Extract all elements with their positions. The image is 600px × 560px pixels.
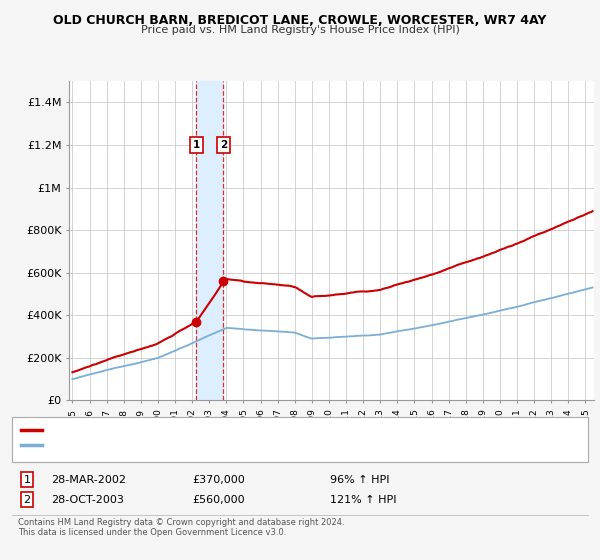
Text: 2: 2 xyxy=(220,140,227,150)
Text: 121% ↑ HPI: 121% ↑ HPI xyxy=(330,494,397,505)
Text: £560,000: £560,000 xyxy=(192,494,245,505)
Bar xyxy=(196,81,223,400)
Text: 1: 1 xyxy=(193,140,200,150)
Text: 2: 2 xyxy=(23,494,31,505)
Text: OLD CHURCH BARN, BREDICOT LANE, CROWLE, WORCESTER, WR7 4AY: OLD CHURCH BARN, BREDICOT LANE, CROWLE, … xyxy=(53,14,547,27)
Text: 1: 1 xyxy=(23,475,31,485)
Text: £370,000: £370,000 xyxy=(192,475,245,485)
Text: 96% ↑ HPI: 96% ↑ HPI xyxy=(330,475,389,485)
Text: Price paid vs. HM Land Registry's House Price Index (HPI): Price paid vs. HM Land Registry's House … xyxy=(140,25,460,35)
Text: HPI: Average price, detached house, Wychavon: HPI: Average price, detached house, Wych… xyxy=(45,441,271,450)
Text: OLD CHURCH BARN, BREDICOT LANE, CROWLE, WORCESTER, WR7 4AY (detached house): OLD CHURCH BARN, BREDICOT LANE, CROWLE, … xyxy=(45,425,468,434)
Text: 28-OCT-2003: 28-OCT-2003 xyxy=(51,494,124,505)
Text: Contains HM Land Registry data © Crown copyright and database right 2024.
This d: Contains HM Land Registry data © Crown c… xyxy=(18,518,344,538)
Text: 28-MAR-2002: 28-MAR-2002 xyxy=(51,475,126,485)
